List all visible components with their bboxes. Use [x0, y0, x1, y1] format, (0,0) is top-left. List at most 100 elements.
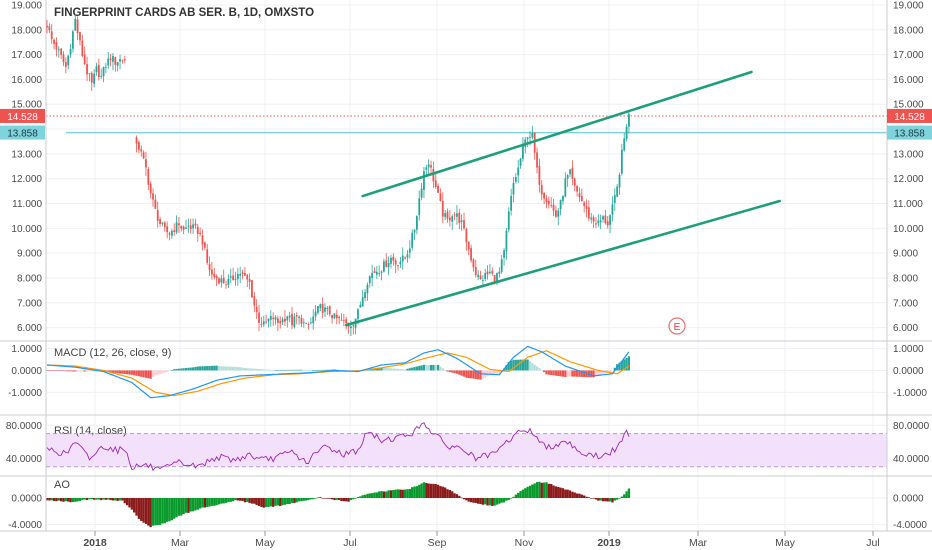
macd-line[interactable] — [46, 345, 630, 399]
candle[interactable] — [81, 34, 84, 58]
candle[interactable] — [368, 275, 371, 288]
candle[interactable] — [434, 173, 437, 189]
candle[interactable] — [415, 215, 418, 235]
candle[interactable] — [194, 218, 197, 229]
candle[interactable] — [364, 288, 366, 302]
candle[interactable] — [512, 176, 515, 203]
candle[interactable] — [543, 191, 546, 205]
candle[interactable] — [196, 223, 199, 242]
candle[interactable] — [378, 265, 381, 277]
candle[interactable] — [585, 199, 588, 218]
candle[interactable] — [309, 317, 312, 325]
candle[interactable] — [463, 212, 465, 231]
candle[interactable] — [406, 250, 409, 263]
candle[interactable] — [533, 132, 536, 160]
candle[interactable] — [175, 215, 178, 235]
candle[interactable] — [74, 14, 77, 31]
candle[interactable] — [467, 241, 470, 256]
candle[interactable] — [88, 72, 91, 82]
candle[interactable] — [206, 243, 209, 265]
candle[interactable] — [547, 196, 550, 209]
candle[interactable] — [255, 299, 258, 319]
candle[interactable] — [470, 244, 472, 263]
candle[interactable] — [602, 214, 604, 223]
candle[interactable] — [340, 313, 343, 321]
candle[interactable] — [441, 192, 444, 224]
candle[interactable] — [517, 159, 520, 184]
candle[interactable] — [46, 19, 48, 34]
candle[interactable] — [616, 184, 619, 198]
candle[interactable] — [387, 256, 390, 276]
candle[interactable] — [154, 194, 157, 210]
candle[interactable] — [102, 66, 105, 83]
candle[interactable] — [317, 305, 319, 315]
candle[interactable] — [291, 306, 293, 330]
candle[interactable] — [573, 177, 576, 192]
candle[interactable] — [295, 312, 298, 325]
candle[interactable] — [48, 23, 51, 33]
candle[interactable] — [203, 241, 206, 251]
candle[interactable] — [590, 212, 593, 224]
candle[interactable] — [430, 160, 432, 175]
candle[interactable] — [114, 56, 117, 72]
candle[interactable] — [253, 291, 256, 313]
candle[interactable] — [60, 48, 63, 59]
candle[interactable] — [609, 214, 611, 234]
candle[interactable] — [314, 305, 317, 321]
candle[interactable] — [418, 190, 421, 221]
candle[interactable] — [201, 229, 204, 251]
candle[interactable] — [262, 315, 265, 327]
candle[interactable] — [437, 183, 439, 194]
candle[interactable] — [522, 137, 524, 162]
candle[interactable] — [298, 315, 300, 325]
candle[interactable] — [335, 309, 338, 325]
candle[interactable] — [408, 240, 411, 259]
candle[interactable] — [170, 228, 173, 240]
candle[interactable] — [328, 305, 331, 317]
candle[interactable] — [342, 313, 345, 327]
candle[interactable] — [514, 173, 517, 184]
candle[interactable] — [373, 267, 376, 274]
candle[interactable] — [359, 301, 362, 308]
candle[interactable] — [222, 269, 225, 284]
candle[interactable] — [345, 316, 348, 330]
signal-line[interactable] — [46, 350, 630, 397]
candle[interactable] — [423, 167, 425, 199]
candle[interactable] — [380, 270, 383, 281]
candle[interactable] — [448, 209, 451, 227]
candle[interactable] — [540, 180, 543, 201]
candle[interactable] — [244, 266, 246, 276]
candle[interactable] — [288, 311, 291, 323]
candle[interactable] — [484, 269, 487, 282]
candle[interactable] — [55, 37, 58, 57]
candle[interactable] — [519, 157, 522, 169]
candle[interactable] — [260, 316, 263, 328]
candle[interactable] — [95, 62, 98, 76]
candle[interactable] — [503, 248, 505, 266]
candle[interactable] — [446, 208, 449, 223]
candle[interactable] — [510, 188, 513, 216]
candle[interactable] — [477, 270, 480, 281]
candle[interactable] — [258, 304, 260, 332]
candle[interactable] — [611, 196, 614, 222]
candle[interactable] — [604, 209, 607, 225]
candle[interactable] — [178, 217, 180, 233]
candle[interactable] — [606, 215, 609, 229]
candle[interactable] — [185, 219, 187, 230]
candle[interactable] — [628, 110, 630, 134]
candle[interactable] — [187, 218, 190, 233]
candle[interactable] — [236, 268, 239, 286]
candle[interactable] — [554, 205, 557, 219]
candle[interactable] — [576, 184, 578, 197]
candle[interactable] — [229, 268, 232, 283]
candle[interactable] — [279, 316, 282, 329]
candle[interactable] — [479, 270, 482, 280]
candle[interactable] — [401, 247, 404, 270]
candle[interactable] — [305, 322, 308, 325]
candle[interactable] — [583, 201, 586, 213]
lower-trendline[interactable] — [344, 199, 782, 327]
candle[interactable] — [220, 274, 223, 288]
candle[interactable] — [486, 265, 489, 280]
candle[interactable] — [531, 125, 534, 140]
candle[interactable] — [413, 229, 416, 241]
